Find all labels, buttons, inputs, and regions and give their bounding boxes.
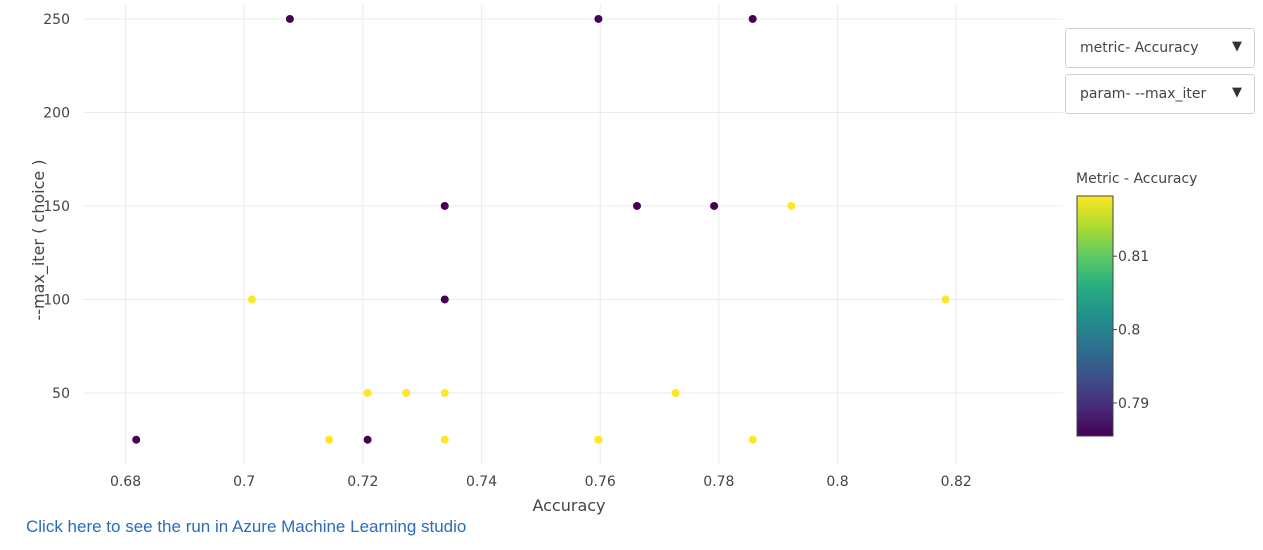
azure-ml-studio-link[interactable]: Click here to see the run in Azure Machi…	[26, 517, 467, 536]
colorbar-gradient	[1076, 195, 1114, 437]
data-point	[402, 388, 411, 397]
y-tick-label: 200	[43, 105, 70, 121]
chevron-down-icon: ▼	[1232, 39, 1242, 54]
param-dropdown[interactable]: param- --max_iter ▼	[1065, 74, 1255, 114]
x-tick-label: 0.72	[347, 474, 378, 490]
x-tick-label: 0.74	[466, 474, 497, 490]
data-point	[632, 201, 641, 210]
y-axis-title: --max_iter ( choice )	[29, 159, 49, 320]
y-tick-label: 150	[43, 199, 70, 215]
colorbar-tick-label: 0.79	[1118, 396, 1149, 412]
data-point	[363, 435, 372, 444]
x-axis-title: Accuracy	[532, 496, 605, 515]
data-point	[440, 388, 449, 397]
colorbar-title: Metric - Accuracy	[1076, 171, 1198, 187]
data-point	[594, 435, 603, 444]
data-point	[748, 435, 757, 444]
x-tick-label: 0.8	[826, 474, 848, 490]
data-point	[440, 295, 449, 304]
y-tick-label: 100	[43, 292, 70, 308]
x-axis-ticks: 0.68 0.7 0.72 0.74 0.76 0.78 0.8 0.82	[110, 474, 972, 490]
chevron-down-icon: ▼	[1232, 85, 1242, 100]
data-point	[247, 295, 256, 304]
data-points	[132, 14, 950, 444]
x-tick-label: 0.78	[703, 474, 734, 490]
data-point	[671, 388, 680, 397]
metric-dropdown-label: metric- Accuracy	[1080, 40, 1199, 56]
data-point	[941, 295, 950, 304]
data-point	[132, 435, 141, 444]
x-tick-label: 0.82	[941, 474, 972, 490]
x-tick-label: 0.76	[585, 474, 616, 490]
grid-lines	[84, 4, 1063, 464]
y-tick-label: 250	[43, 12, 70, 28]
y-axis-ticks: 50 100 150 200 250	[43, 12, 70, 402]
param-dropdown-label: param- --max_iter	[1080, 86, 1207, 102]
y-tick-label: 50	[52, 386, 70, 402]
data-point	[787, 201, 796, 210]
data-point	[440, 435, 449, 444]
data-point	[594, 14, 603, 23]
data-point	[710, 201, 719, 210]
data-point	[748, 14, 757, 23]
x-tick-label: 0.7	[233, 474, 255, 490]
x-tick-label: 0.68	[110, 474, 141, 490]
colorbar-tick-label: 0.8	[1118, 323, 1140, 339]
colorbar-ticks: 0.79 0.8 0.81	[1113, 249, 1149, 412]
data-point	[325, 435, 334, 444]
data-point	[285, 14, 294, 23]
data-point	[363, 388, 372, 397]
colorbar-tick-label: 0.81	[1118, 249, 1149, 265]
data-point	[440, 201, 449, 210]
metric-dropdown[interactable]: metric- Accuracy ▼	[1065, 28, 1255, 68]
